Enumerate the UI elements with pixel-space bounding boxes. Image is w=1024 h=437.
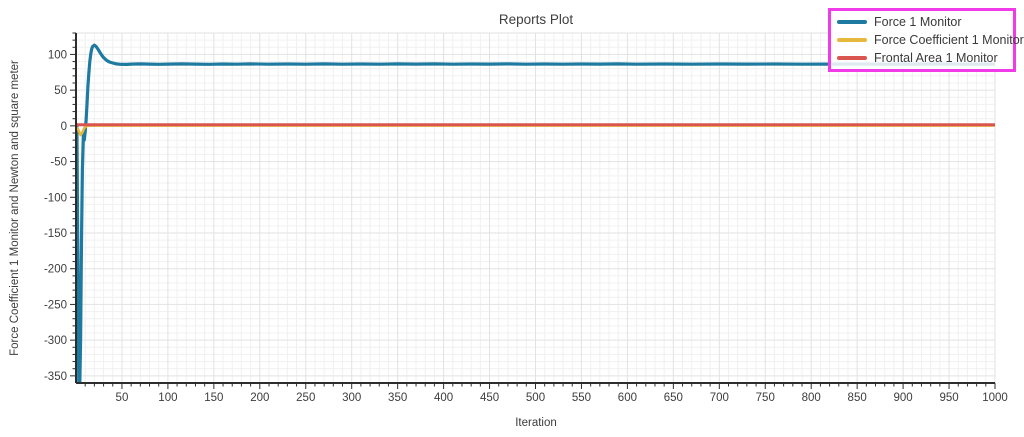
tick-label: 950 (939, 392, 958, 404)
tick-label: -350 (44, 371, 67, 383)
tick-label: -100 (44, 192, 67, 204)
tick-label: 600 (618, 392, 637, 404)
legend-label: Force 1 Monitor (874, 14, 962, 29)
tick-label: -50 (50, 157, 67, 169)
tick-label: 650 (664, 392, 683, 404)
tick-label: 100 (48, 49, 67, 61)
tick-label: 450 (480, 392, 499, 404)
legend-item-frontal-area-1-monitor[interactable]: Frontal Area 1 Monitor (837, 51, 1007, 66)
tick-label: 850 (848, 392, 867, 404)
tick-label: 900 (894, 392, 913, 404)
tick-label: 750 (756, 392, 775, 404)
tick-label: -200 (44, 264, 67, 276)
plot-title: Reports Plot (498, 12, 574, 27)
force-1-monitor-line-swatch (837, 20, 867, 24)
force-coefficient-1-monitor-line-swatch (837, 38, 867, 42)
tick-label: 50 (116, 392, 129, 404)
legend-item-force-1-monitor[interactable]: Force 1 Monitor (837, 15, 1007, 30)
tick-label: 500 (526, 392, 545, 404)
frontal-area-1-monitor-line-swatch (837, 56, 867, 60)
force-1-monitor-line (76, 43, 995, 383)
tick-label: 50 (54, 85, 67, 97)
legend-label: Frontal Area 1 Monitor (874, 50, 998, 65)
tick-label: -150 (44, 228, 67, 240)
tick-label: 400 (434, 392, 453, 404)
tick-label: 200 (250, 392, 269, 404)
tick-label: 1000 (982, 392, 1008, 404)
tick-label: 350 (388, 392, 407, 404)
tick-label: 150 (204, 392, 223, 404)
tick-label: 550 (572, 392, 591, 404)
tick-label: 0 (61, 121, 67, 133)
tick-label: -250 (44, 299, 67, 311)
tick-label: 100 (158, 392, 177, 404)
legend-label: Force Coefficient 1 Monitor (874, 32, 1024, 47)
tick-label: 300 (342, 392, 361, 404)
tick-label: 700 (710, 392, 729, 404)
y-axis-label: Force Coefficient 1 Monitor and Newton a… (9, 60, 21, 356)
tick-label: 250 (296, 392, 315, 404)
x-axis-label: Iteration (515, 417, 557, 429)
tick-label: -300 (44, 335, 67, 347)
plot-legend[interactable]: Force 1 Monitor Force Coefficient 1 Moni… (828, 8, 1024, 72)
tick-label: 800 (802, 392, 821, 404)
legend-item-force-coefficient-1-monitor[interactable]: Force Coefficient 1 Monitor (837, 33, 1024, 48)
